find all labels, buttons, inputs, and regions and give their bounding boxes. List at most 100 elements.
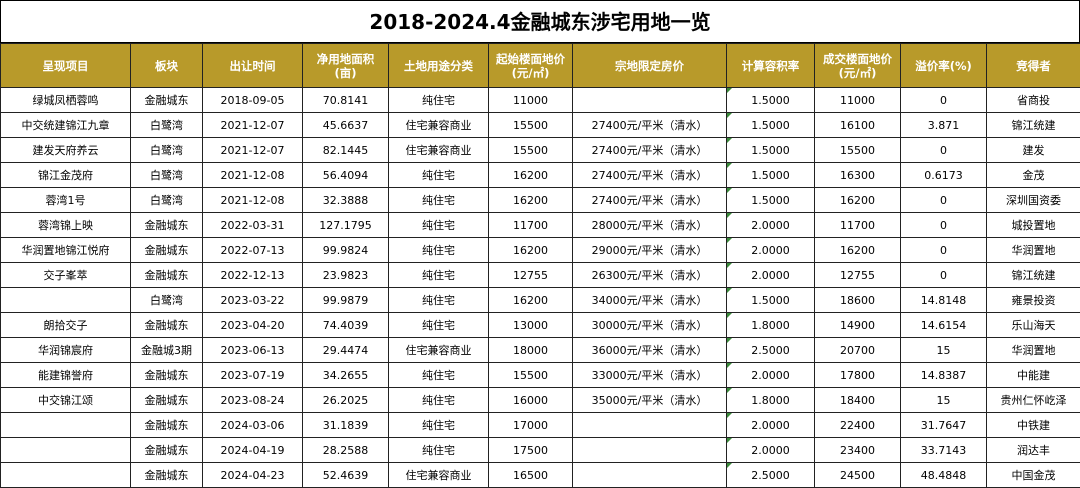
table-cell[interactable]: 白鹭湾: [131, 288, 203, 313]
table-cell[interactable]: [573, 438, 727, 463]
table-cell[interactable]: 锦江统建: [987, 263, 1080, 288]
table-cell[interactable]: 白鹭湾: [131, 138, 203, 163]
table-cell[interactable]: 22400: [815, 413, 901, 438]
table-cell[interactable]: 中交统建锦江九章: [1, 113, 131, 138]
table-cell[interactable]: 11000: [489, 88, 573, 113]
table-cell[interactable]: 省商投: [987, 88, 1080, 113]
table-cell[interactable]: 城投置地: [987, 213, 1080, 238]
table-cell[interactable]: 纯住宅: [389, 188, 489, 213]
table-cell[interactable]: 金融城东: [131, 388, 203, 413]
table-cell[interactable]: 12755: [815, 263, 901, 288]
table-cell[interactable]: 0: [901, 263, 987, 288]
table-cell[interactable]: 中铁建: [987, 413, 1080, 438]
table-cell[interactable]: 18600: [815, 288, 901, 313]
table-cell[interactable]: 2023-07-19: [203, 363, 303, 388]
table-cell[interactable]: 70.8141: [303, 88, 389, 113]
table-cell[interactable]: 32.3888: [303, 188, 389, 213]
table-cell[interactable]: 36000元/平米（清水）: [573, 338, 727, 363]
table-cell[interactable]: 1.8000: [727, 388, 815, 413]
table-cell[interactable]: 11700: [815, 213, 901, 238]
table-cell[interactable]: 16200: [815, 188, 901, 213]
table-cell[interactable]: 29000元/平米（清水）: [573, 238, 727, 263]
table-cell[interactable]: 27400元/平米（清水）: [573, 113, 727, 138]
table-cell[interactable]: 0: [901, 213, 987, 238]
table-cell[interactable]: 15500: [489, 363, 573, 388]
table-cell[interactable]: 蓉湾锦上映: [1, 213, 131, 238]
table-cell[interactable]: 华润锦宸府: [1, 338, 131, 363]
table-cell[interactable]: 74.4039: [303, 313, 389, 338]
table-cell[interactable]: 建发: [987, 138, 1080, 163]
table-cell[interactable]: 30000元/平米（清水）: [573, 313, 727, 338]
table-cell[interactable]: 31.1839: [303, 413, 389, 438]
table-cell[interactable]: 99.9879: [303, 288, 389, 313]
table-cell[interactable]: 1.5000: [727, 138, 815, 163]
table-cell[interactable]: 35000元/平米（清水）: [573, 388, 727, 413]
table-cell[interactable]: 33.7143: [901, 438, 987, 463]
table-cell[interactable]: 28000元/平米（清水）: [573, 213, 727, 238]
table-cell[interactable]: 金融城东: [131, 213, 203, 238]
table-cell[interactable]: 2021-12-08: [203, 188, 303, 213]
table-cell[interactable]: 金融城东: [131, 88, 203, 113]
table-cell[interactable]: 16300: [815, 163, 901, 188]
table-cell[interactable]: 0: [901, 88, 987, 113]
table-cell[interactable]: 28.2588: [303, 438, 389, 463]
table-cell[interactable]: 纯住宅: [389, 163, 489, 188]
table-cell[interactable]: 锦江统建: [987, 113, 1080, 138]
table-cell[interactable]: 金茂: [987, 163, 1080, 188]
table-cell[interactable]: 2.5000: [727, 338, 815, 363]
table-cell[interactable]: 2024-03-06: [203, 413, 303, 438]
table-cell[interactable]: 2.0000: [727, 438, 815, 463]
table-cell[interactable]: 18000: [489, 338, 573, 363]
table-cell[interactable]: 0: [901, 238, 987, 263]
table-cell[interactable]: 金融城东: [131, 238, 203, 263]
table-cell[interactable]: 2021-12-07: [203, 138, 303, 163]
table-cell[interactable]: 中能建: [987, 363, 1080, 388]
table-cell[interactable]: 蓉湾1号: [1, 188, 131, 213]
table-cell[interactable]: [573, 88, 727, 113]
table-cell[interactable]: 纯住宅: [389, 388, 489, 413]
table-cell[interactable]: 2023-04-20: [203, 313, 303, 338]
table-cell[interactable]: 纯住宅: [389, 88, 489, 113]
table-cell[interactable]: 2.0000: [727, 238, 815, 263]
table-cell[interactable]: 2022-07-13: [203, 238, 303, 263]
table-cell[interactable]: 2021-12-08: [203, 163, 303, 188]
table-cell[interactable]: 17800: [815, 363, 901, 388]
table-cell[interactable]: 中交锦江颂: [1, 388, 131, 413]
table-cell[interactable]: 2018-09-05: [203, 88, 303, 113]
table-cell[interactable]: 17000: [489, 413, 573, 438]
table-cell[interactable]: 纯住宅: [389, 313, 489, 338]
table-cell[interactable]: 纯住宅: [389, 263, 489, 288]
table-cell[interactable]: 15500: [815, 138, 901, 163]
table-cell[interactable]: 14.8148: [901, 288, 987, 313]
table-cell[interactable]: 雍景投资: [987, 288, 1080, 313]
table-cell[interactable]: 2022-12-13: [203, 263, 303, 288]
table-cell[interactable]: 20700: [815, 338, 901, 363]
table-cell[interactable]: 45.6637: [303, 113, 389, 138]
table-cell[interactable]: 15: [901, 388, 987, 413]
table-cell[interactable]: 金融城东: [131, 363, 203, 388]
table-cell[interactable]: 2024-04-19: [203, 438, 303, 463]
table-cell[interactable]: 1.5000: [727, 288, 815, 313]
table-cell[interactable]: 34000元/平米（清水）: [573, 288, 727, 313]
table-cell[interactable]: 乐山海天: [987, 313, 1080, 338]
table-cell[interactable]: 金融城东: [131, 263, 203, 288]
table-cell[interactable]: 纯住宅: [389, 438, 489, 463]
table-cell[interactable]: 16200: [489, 238, 573, 263]
table-cell[interactable]: 1.5000: [727, 113, 815, 138]
table-cell[interactable]: 纯住宅: [389, 213, 489, 238]
table-cell[interactable]: 17500: [489, 438, 573, 463]
table-cell[interactable]: 2.0000: [727, 363, 815, 388]
table-cell[interactable]: 0: [901, 188, 987, 213]
table-cell[interactable]: 华润置地: [987, 338, 1080, 363]
table-cell[interactable]: 14.8387: [901, 363, 987, 388]
table-cell[interactable]: 1.5000: [727, 163, 815, 188]
table-cell[interactable]: 23.9823: [303, 263, 389, 288]
table-cell[interactable]: 27400元/平米（清水）: [573, 163, 727, 188]
table-cell[interactable]: 1.5000: [727, 188, 815, 213]
table-cell[interactable]: 26300元/平米（清水）: [573, 263, 727, 288]
table-cell[interactable]: 住宅兼容商业: [389, 113, 489, 138]
table-cell[interactable]: 1.5000: [727, 88, 815, 113]
table-cell[interactable]: 交子峯萃: [1, 263, 131, 288]
table-cell[interactable]: 纯住宅: [389, 288, 489, 313]
table-cell[interactable]: 住宅兼容商业: [389, 338, 489, 363]
